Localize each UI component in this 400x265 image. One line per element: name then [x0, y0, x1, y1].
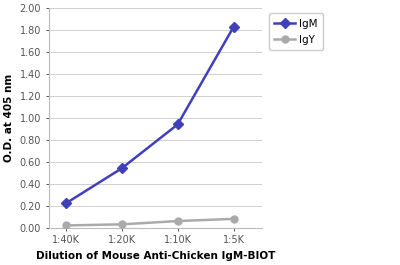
IgM: [63, 202, 68, 205]
IgY: [63, 224, 68, 227]
IgM: [119, 167, 124, 170]
Y-axis label: O.D. at 405 nm: O.D. at 405 nm: [4, 74, 14, 162]
IgM: [231, 25, 236, 28]
IgM: [175, 123, 180, 126]
Line: IgY: IgY: [62, 215, 237, 229]
Legend: IgM, IgY: IgM, IgY: [269, 13, 323, 50]
X-axis label: Dilution of Mouse Anti-Chicken IgM-BIOT: Dilution of Mouse Anti-Chicken IgM-BIOT: [36, 251, 275, 261]
Line: IgM: IgM: [62, 23, 237, 207]
IgY: [119, 223, 124, 226]
IgY: [175, 219, 180, 223]
IgY: [231, 217, 236, 220]
